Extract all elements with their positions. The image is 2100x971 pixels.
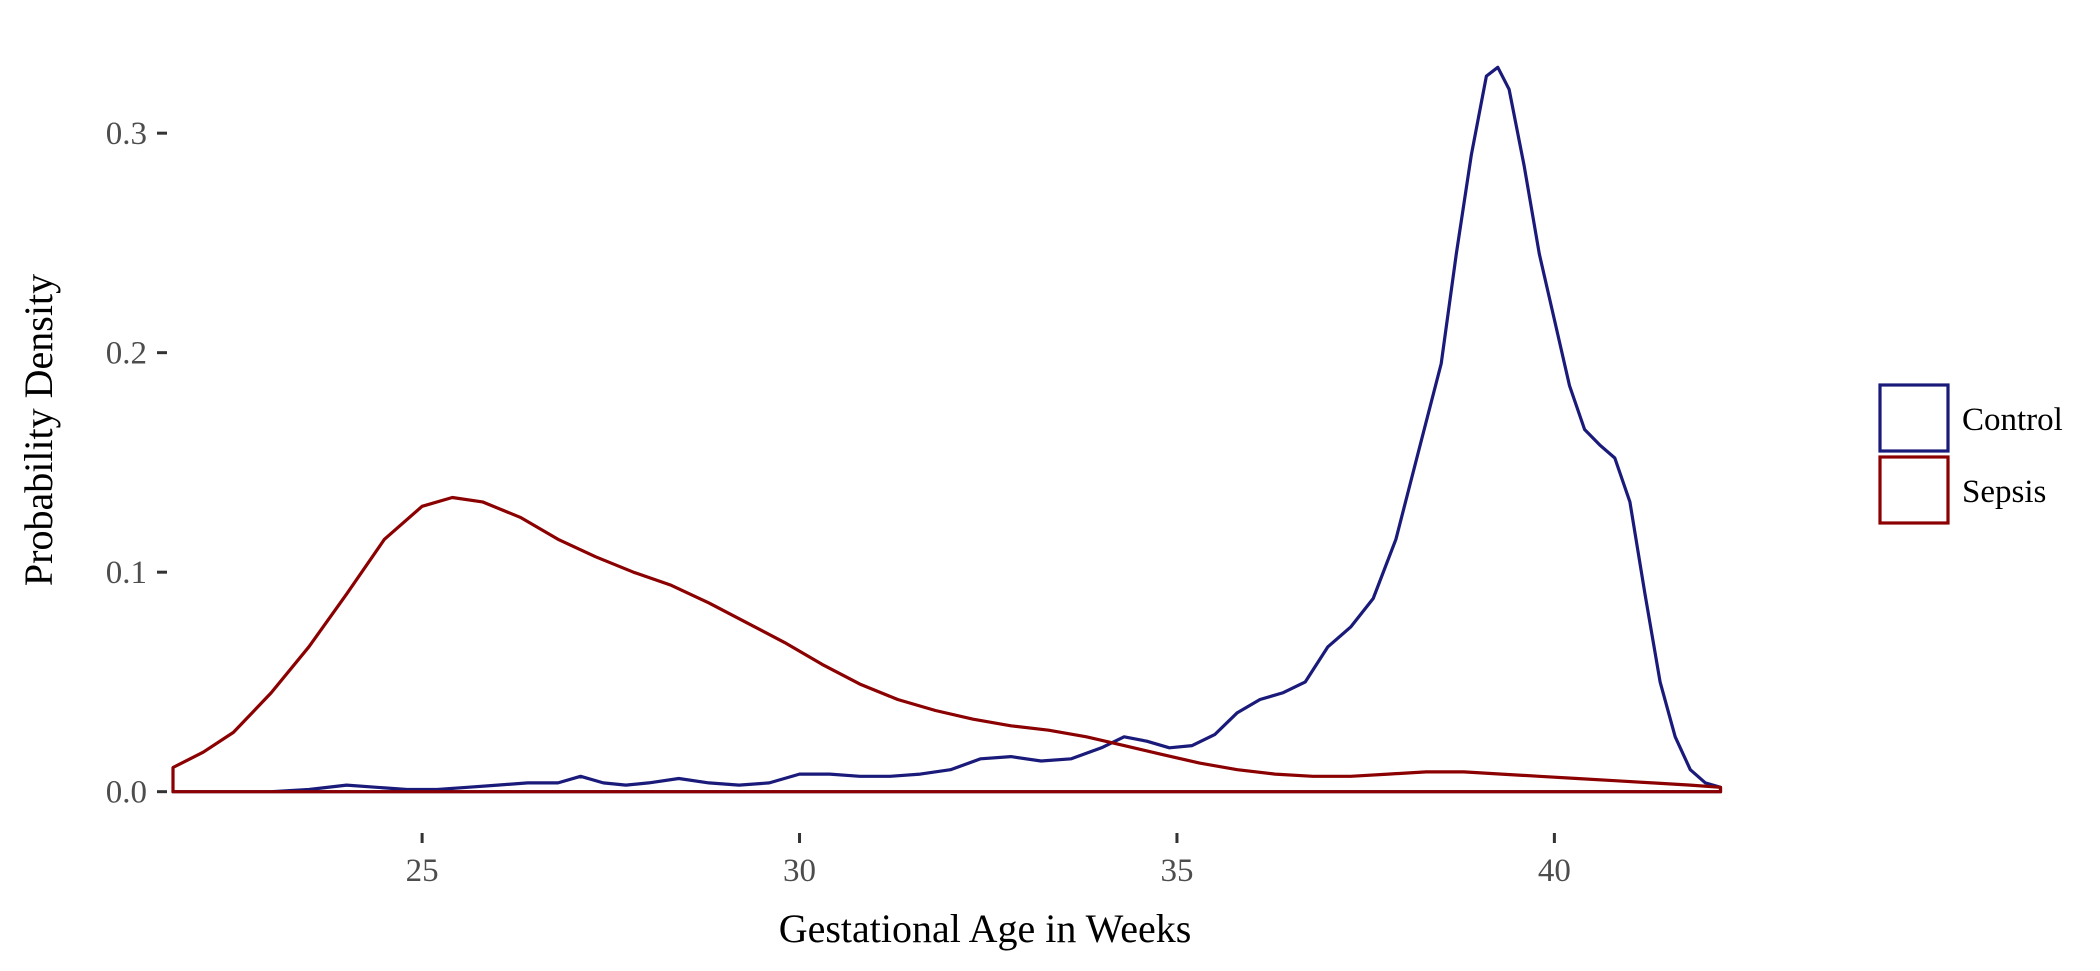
series-line-sepsis: [171, 495, 1723, 794]
legend-key-control: [1878, 383, 1950, 453]
x-axis-ticks: 25 30 35 40: [406, 833, 1571, 889]
legend-key-sepsis: [1878, 455, 1950, 525]
legend-item-sepsis: Sepsis: [1878, 455, 2046, 525]
y-tick-label: 0.3: [106, 116, 147, 152]
x-axis-title: Gestational Age in Weeks: [779, 906, 1192, 951]
legend: Control Sepsis: [1878, 383, 2063, 525]
x-tick-label: 35: [1160, 853, 1193, 889]
axis-layer: 25 30 35 40 0.0 0.1 0.2 0.3 Gestational Age in…: [16, 116, 1571, 951]
y-axis-ticks: 0.0 0.1 0.2 0.3: [106, 116, 167, 811]
x-tick-label: 30: [783, 853, 816, 889]
y-tick-label: 0.2: [106, 336, 147, 372]
x-tick-label: 25: [406, 853, 439, 889]
series-line-control: [171, 65, 1723, 794]
y-tick-label: 0.0: [106, 775, 147, 811]
y-tick-label: 0.1: [106, 555, 147, 591]
series-layer: [171, 65, 1723, 794]
legend-label-sepsis: Sepsis: [1962, 474, 2046, 510]
y-axis-title: Probability Density: [16, 274, 61, 586]
x-tick-label: 40: [1538, 853, 1571, 889]
legend-label-control: Control: [1962, 402, 2063, 438]
legend-item-control: Control: [1878, 383, 2063, 453]
